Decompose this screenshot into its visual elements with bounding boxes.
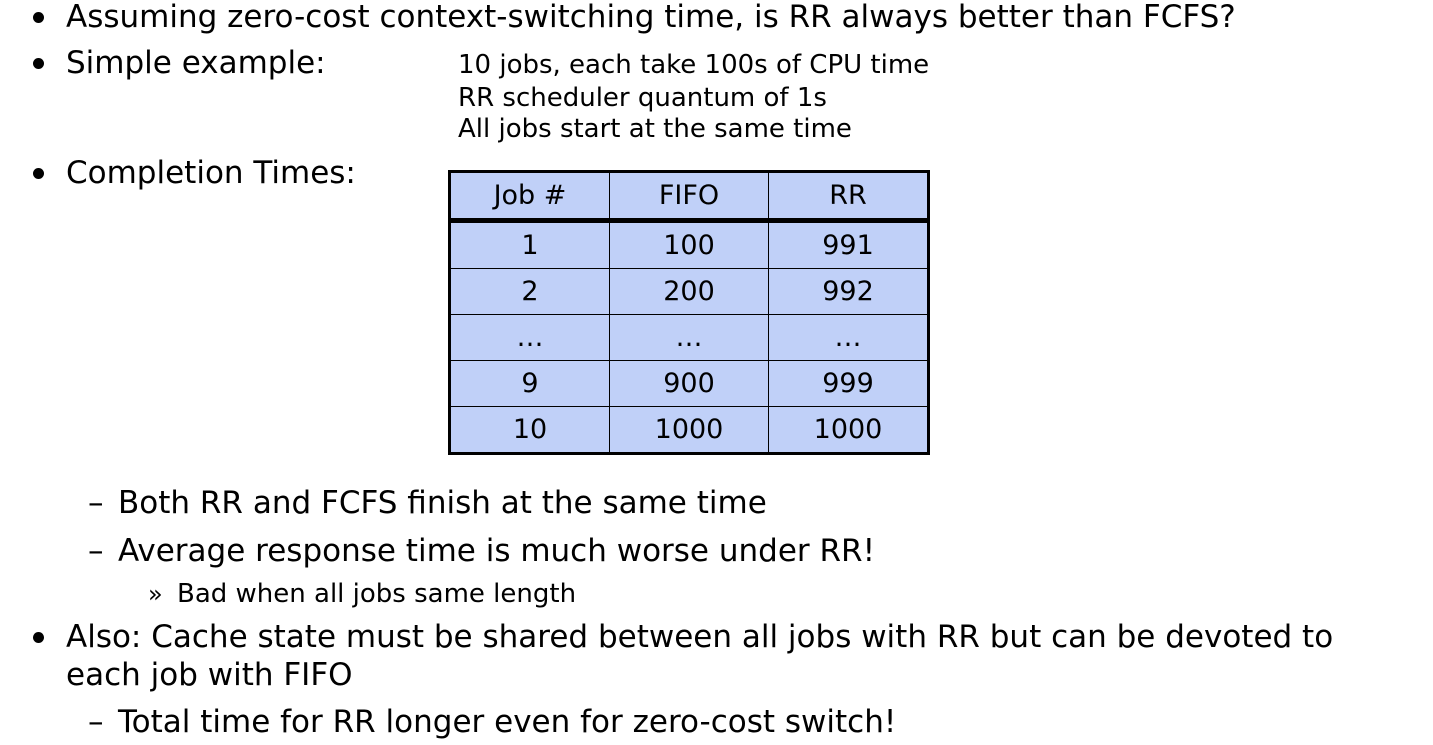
- example-line-3: All jobs start at the same time: [458, 114, 852, 144]
- table-row: … … …: [449, 314, 929, 361]
- cell-job: 2: [449, 268, 610, 315]
- bullet-dot: [33, 168, 44, 179]
- completion-label: Completion Times:: [66, 155, 356, 191]
- cell-fifo: 900: [609, 360, 769, 407]
- cell-rr: 991: [768, 220, 929, 269]
- dash-bullet: –: [88, 485, 104, 521]
- cell-job: 10: [449, 406, 610, 454]
- table-header-row: Job # FIFO RR: [449, 171, 929, 223]
- cell-job: 1: [449, 220, 610, 269]
- cell-fifo: …: [609, 314, 769, 361]
- example-line-2: RR scheduler quantum of 1s: [458, 83, 827, 113]
- table-row: 9 900 999: [449, 360, 929, 407]
- header-job: Job #: [449, 171, 610, 223]
- bad-same-length-text: Bad when all jobs same length: [177, 579, 577, 609]
- chevron-bullet: »: [148, 580, 163, 608]
- total-time-text: Total time for RR longer even for zero-c…: [118, 704, 897, 740]
- table-row: 1 100 991: [449, 220, 929, 269]
- example-line-1: 10 jobs, each take 100s of CPU time: [458, 50, 930, 80]
- avg-worse-text: Average response time is much worse unde…: [118, 533, 876, 569]
- bullet-dot: [33, 632, 44, 643]
- example-label: Simple example:: [66, 45, 326, 81]
- cell-rr: 1000: [768, 406, 929, 454]
- header-fifo: FIFO: [609, 171, 769, 223]
- cell-fifo: 200: [609, 268, 769, 315]
- cell-fifo: 1000: [609, 406, 769, 454]
- cell-job: 9: [449, 360, 610, 407]
- question-text: Assuming zero-cost context-switching tim…: [66, 0, 1236, 35]
- header-rr: RR: [768, 171, 929, 223]
- dash-bullet: –: [88, 704, 104, 740]
- cell-fifo: 100: [609, 220, 769, 269]
- cell-rr: …: [768, 314, 929, 361]
- cell-rr: 999: [768, 360, 929, 407]
- table-row: 10 1000 1000: [449, 406, 929, 454]
- bullet-dot: [33, 12, 44, 23]
- cell-job: …: [449, 314, 610, 361]
- bullet-dot: [33, 58, 44, 69]
- cell-rr: 992: [768, 268, 929, 315]
- cache-text-line2: each job with FIFO: [66, 657, 353, 693]
- completion-times-table: Job # FIFO RR 1 100 991 2 200 992 … … … …: [448, 170, 930, 455]
- table-row: 2 200 992: [449, 268, 929, 315]
- same-time-text: Both RR and FCFS finish at the same time: [118, 485, 767, 521]
- cache-text-line1: Also: Cache state must be shared between…: [66, 619, 1334, 655]
- dash-bullet: –: [88, 533, 104, 569]
